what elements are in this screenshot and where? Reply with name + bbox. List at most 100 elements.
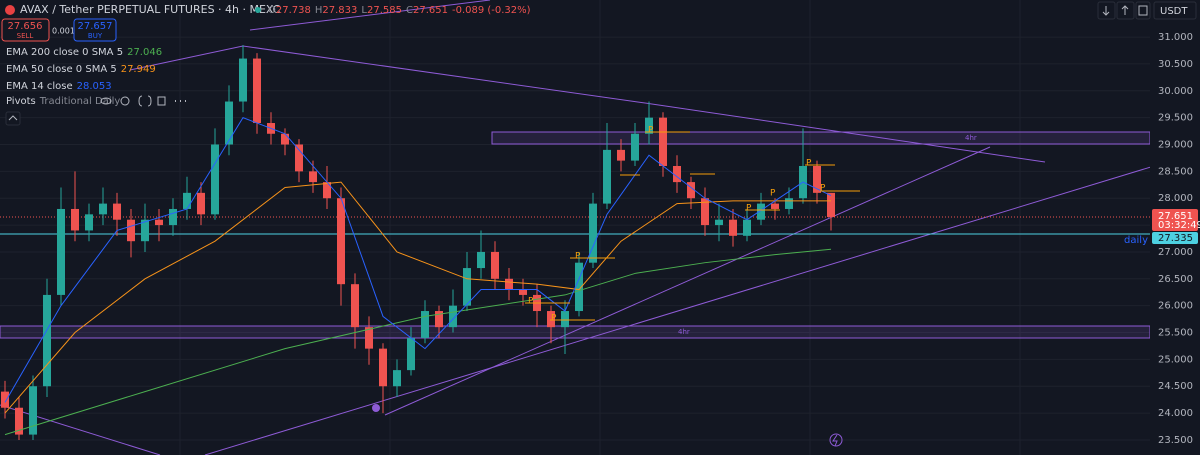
y-tick-label: 31.000 bbox=[1158, 32, 1193, 43]
pivot-label: P bbox=[551, 314, 557, 324]
candle-body bbox=[15, 407, 23, 435]
candle-body bbox=[421, 311, 429, 338]
candle-body bbox=[183, 192, 191, 209]
collapse-button[interactable] bbox=[5, 111, 21, 126]
legend-value: 28.053 bbox=[77, 81, 112, 92]
candle-body bbox=[323, 182, 331, 199]
ema-line bbox=[4, 248, 832, 436]
candle-body bbox=[309, 171, 317, 183]
scroll-down-button[interactable] bbox=[1097, 1, 1116, 20]
countdown: 03:32:49 bbox=[1158, 220, 1200, 231]
candle-body bbox=[827, 192, 835, 218]
candle-body bbox=[85, 214, 93, 231]
toolbar bbox=[1097, 1, 1197, 20]
candle-body bbox=[435, 311, 443, 328]
candle-body bbox=[295, 144, 303, 172]
last-price-label: 27.651 bbox=[1158, 211, 1193, 222]
sell-label: SELL bbox=[17, 32, 34, 40]
candle-body bbox=[575, 262, 583, 312]
ohlc-value: 27.833 bbox=[322, 5, 357, 16]
arrow-up-icon bbox=[1121, 5, 1129, 15]
y-tick-label: 24.000 bbox=[1158, 408, 1193, 419]
candle-body bbox=[225, 101, 233, 145]
candle-body bbox=[771, 203, 779, 209]
candle-body bbox=[351, 284, 359, 328]
candle-body bbox=[211, 144, 219, 215]
daily-level-label: 27.335 bbox=[1158, 233, 1193, 244]
candle-body bbox=[407, 337, 415, 371]
symbol-title[interactable]: AVAX / Tether PERPETUAL FUTURES · 4h · M… bbox=[20, 3, 281, 16]
legend-name: EMA 50 close 0 SMA 5 bbox=[6, 64, 117, 75]
candle-body bbox=[379, 348, 387, 387]
pivot-label: P bbox=[820, 184, 826, 194]
y-tick-label: 25.500 bbox=[1158, 328, 1193, 339]
arrow-down-icon bbox=[1102, 6, 1110, 16]
indicator-settings: Traditional Daily bbox=[39, 96, 121, 107]
fullscreen-button[interactable] bbox=[1135, 1, 1151, 20]
indicator-icons bbox=[100, 95, 186, 107]
candle-body bbox=[519, 289, 527, 295]
daily-label: daily bbox=[1124, 235, 1148, 246]
candle-body bbox=[743, 219, 751, 236]
pivot-label: P bbox=[746, 204, 752, 214]
zone-label: 4hr bbox=[965, 134, 977, 142]
scroll-up-button[interactable] bbox=[1116, 1, 1135, 20]
ohlc: O27.738 H27.833 L27.585 C27.651 -0.089 (-0.3… bbox=[268, 5, 531, 16]
candle-body bbox=[589, 203, 597, 263]
pivot-label: P bbox=[770, 189, 776, 199]
settings-icon[interactable] bbox=[120, 96, 130, 106]
candle-body bbox=[785, 198, 793, 209]
y-tick-label: 28.500 bbox=[1158, 166, 1193, 177]
source-icon[interactable] bbox=[138, 95, 152, 107]
legend-value: 27.046 bbox=[127, 47, 162, 58]
daily-level-tag bbox=[1152, 231, 1198, 244]
ohlc-label: H bbox=[315, 5, 323, 16]
candle-body bbox=[127, 219, 135, 242]
ema-line bbox=[4, 181, 831, 414]
sell-button[interactable] bbox=[1, 18, 50, 42]
candle-body bbox=[449, 305, 457, 328]
candle-body bbox=[617, 149, 625, 161]
visibility-icon[interactable] bbox=[100, 97, 112, 105]
lightning-icon bbox=[832, 434, 838, 447]
candle-body bbox=[281, 133, 289, 145]
y-tick-label: 25.000 bbox=[1158, 354, 1193, 365]
last-price-tag bbox=[1152, 208, 1198, 231]
indicator-name: Pivots bbox=[6, 96, 36, 107]
event-marker[interactable] bbox=[372, 404, 380, 412]
candle-body bbox=[631, 133, 639, 161]
ohlc-value: 27.585 bbox=[367, 5, 402, 16]
legend-entry[interactable]: EMA 200 close 0 SMA 5 27.046 bbox=[6, 47, 162, 58]
pivot-label: P bbox=[806, 159, 812, 169]
ema-lines bbox=[4, 117, 832, 436]
buy-button[interactable] bbox=[73, 18, 117, 42]
y-tick-label: 26.000 bbox=[1158, 301, 1193, 312]
y-tick-label: 26.500 bbox=[1158, 274, 1193, 285]
y-tick-label: 27.000 bbox=[1158, 247, 1193, 258]
ohlc-value: 27.738 bbox=[276, 5, 311, 16]
candle-body bbox=[365, 327, 373, 349]
market-status bbox=[255, 7, 261, 13]
currency-button[interactable] bbox=[1153, 1, 1197, 20]
legend-entry[interactable]: EMA 50 close 0 SMA 5 27.949 bbox=[6, 64, 156, 75]
alert-marker[interactable] bbox=[829, 433, 843, 447]
sell-price: 27.656 bbox=[8, 21, 43, 32]
pivot-label: P bbox=[575, 252, 581, 262]
candle-body bbox=[687, 182, 695, 199]
candle-body bbox=[169, 208, 177, 226]
y-tick-label: 30.000 bbox=[1158, 86, 1193, 97]
pivots-indicator[interactable]: Pivots Traditional Daily bbox=[6, 96, 120, 107]
ohlc-change: -0.089 (-0.32%) bbox=[452, 5, 531, 16]
ohlc-value: 27.651 bbox=[413, 5, 448, 16]
y-tick-label: 30.500 bbox=[1158, 59, 1193, 70]
delete-icon[interactable] bbox=[157, 96, 166, 106]
candle-body bbox=[1, 391, 9, 408]
candles bbox=[1, 45, 835, 440]
candle-body bbox=[155, 219, 163, 226]
y-tick-label: 23.500 bbox=[1158, 435, 1193, 446]
candle-body bbox=[463, 268, 471, 306]
legend-entry[interactable]: EMA 14 close 28.053 bbox=[6, 81, 112, 92]
pivot-label: P bbox=[648, 126, 654, 136]
